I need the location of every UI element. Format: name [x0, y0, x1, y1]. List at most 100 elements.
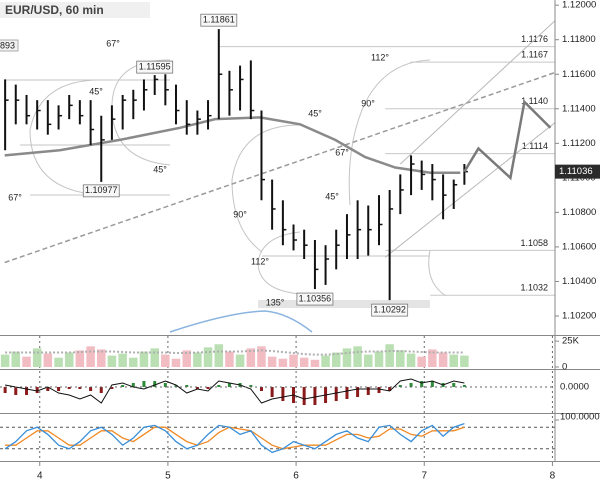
angle-label: 45°	[325, 191, 339, 201]
x-tick-label: 4	[37, 471, 43, 482]
y-tick-label: 100.0000	[560, 412, 600, 423]
oscillator-bar	[281, 387, 285, 401]
oscillator-bar	[398, 385, 402, 387]
price-label-box	[200, 13, 238, 27]
angle-label: 67°	[106, 38, 120, 48]
oscillator-bar	[89, 387, 93, 391]
volume-bar	[32, 348, 42, 367]
level-label: 1.1167	[521, 50, 548, 60]
volume-bar	[203, 347, 213, 367]
oscillator-bar	[462, 385, 466, 387]
oscillator-bar	[249, 385, 253, 387]
volume-bar	[171, 358, 181, 367]
x-tick-label: 5	[165, 471, 171, 482]
volume-bar	[0, 354, 10, 367]
volume-bar	[225, 351, 234, 367]
volume-bar	[267, 356, 277, 367]
volume-bar	[385, 344, 394, 367]
price-label-box	[371, 303, 409, 317]
volume-bar	[118, 353, 127, 367]
y-tick-label: 25K	[562, 336, 580, 347]
volume-bar	[342, 348, 352, 367]
price-label: 1.10977	[85, 185, 118, 195]
oscillator-bar	[35, 387, 39, 393]
x-tick-label: 8	[550, 471, 556, 482]
oscillator-bar	[409, 383, 413, 387]
oscillator-bar	[334, 387, 338, 401]
price-panel: 1.11761.11671.11401.11141.10581.10321.11…	[0, 13, 555, 317]
clipped-label: 893	[0, 40, 15, 50]
gann-arc	[428, 249, 447, 297]
oscillator-bar	[356, 387, 360, 397]
chart-title: EUR/USD, 60 min	[5, 3, 104, 17]
oscillator-bar	[313, 387, 317, 405]
angle-label: 45°	[153, 164, 167, 174]
volume-average	[5, 349, 465, 356]
axis-background	[555, 0, 600, 485]
stochastic-d	[5, 426, 465, 450]
angle-label: 135°	[266, 297, 285, 307]
oscillator-bar	[345, 387, 349, 399]
volume-bar	[64, 352, 74, 367]
oscillator-bar	[259, 387, 263, 391]
volume-bar	[22, 356, 31, 367]
price-label: 1.11595	[139, 61, 171, 71]
y-tick-label: 1.10400	[562, 276, 596, 287]
oscillator-bar	[121, 385, 125, 387]
oscillator-bar	[270, 387, 274, 397]
oscillator-bar	[377, 387, 381, 393]
price-label: 1.10356	[299, 293, 332, 303]
y-tick-label: 1.11800	[562, 34, 596, 45]
oscillator-bar	[142, 381, 146, 387]
angle-label: 112°	[251, 256, 269, 266]
oscillator-bar	[430, 381, 434, 387]
oscillator-bar	[25, 387, 29, 395]
y-tick-label: 1.11600	[562, 69, 596, 80]
price-label-box	[136, 60, 174, 74]
x-tick-label: 7	[421, 471, 427, 482]
band	[258, 300, 430, 308]
gann-arc	[29, 79, 101, 196]
oscillator-bar	[206, 387, 210, 389]
oscillator-bar	[302, 387, 306, 405]
volume-bar	[193, 352, 202, 367]
profile-curve	[169, 310, 313, 333]
volume-bar	[246, 348, 256, 367]
angle-label: 90°	[233, 209, 247, 219]
volume-bar	[54, 357, 63, 367]
oscillator-bar	[3, 387, 7, 393]
angle-label: 45°	[308, 108, 322, 118]
oscillator-bar	[110, 387, 114, 389]
last-price-box	[555, 164, 600, 179]
volume-bar	[214, 344, 224, 367]
oscillator-bar	[57, 387, 61, 391]
y-tick-label: 1.11400	[562, 103, 596, 114]
y-tick-label: 1.10600	[562, 241, 596, 252]
gann-arc	[348, 59, 431, 206]
volume-bar	[182, 350, 192, 367]
level-label: 1.1114	[522, 141, 548, 151]
oscillator-bar	[153, 381, 157, 387]
price-label: 1.10292	[373, 304, 406, 314]
oscillator-line	[5, 378, 465, 404]
y-tick-label: 1.12000	[562, 0, 596, 11]
angle-label: 67°	[8, 192, 22, 202]
oscillator-bar	[227, 383, 231, 387]
oscillator-bar	[366, 387, 370, 395]
level-label: 1.1058	[520, 238, 548, 248]
gann-arc	[257, 231, 301, 295]
volume-bar	[417, 356, 426, 367]
oscillator-bar	[185, 385, 189, 387]
y-tick-label: 1.10200	[562, 311, 596, 322]
moving-average	[4, 116, 461, 174]
oscillator-bar	[195, 387, 199, 389]
y-tick-label: 0	[562, 362, 567, 373]
price-label-box	[82, 184, 120, 198]
channel-line	[399, 20, 555, 165]
oscillator-bar	[67, 387, 71, 389]
volume-bar	[374, 351, 384, 367]
last-price-label: 1.11036	[559, 166, 593, 177]
